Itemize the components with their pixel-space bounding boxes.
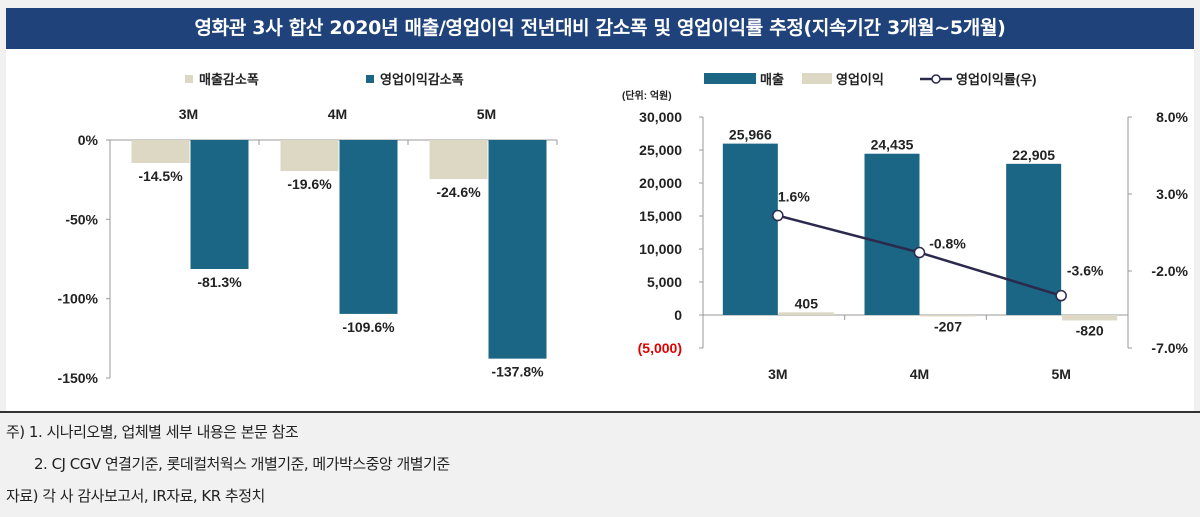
bar-op-decline	[488, 140, 547, 359]
bar-sales-decline	[131, 140, 190, 164]
data-label: 25,966	[729, 127, 772, 143]
data-label: 1.6%	[778, 189, 810, 205]
data-label: 22,905	[1012, 147, 1055, 163]
source-note: 자료) 각 사 감사보고서, IR자료, KR 추정치	[6, 487, 265, 505]
bar-op-income	[778, 312, 834, 315]
chart-title: 영화관 3사 합산 2020년 매출/영업이익 전년대비 감소폭 및 영업이익률…	[6, 8, 1194, 49]
category-label: 4M	[910, 366, 929, 382]
data-label: -19.6%	[287, 176, 332, 192]
divider	[0, 411, 1200, 413]
y-tick-label: 10,000	[639, 241, 682, 257]
legend-label: 영업이익감소폭	[380, 72, 464, 87]
data-label: -24.6%	[436, 184, 481, 200]
legend-label: 영업이익률(우)	[956, 72, 1036, 87]
bar-op-income	[1062, 315, 1118, 321]
y-tick-label: -100%	[58, 291, 99, 307]
data-label: 405	[795, 295, 819, 311]
data-label: -207	[934, 319, 962, 335]
notes: 주) 1. 시나리오별, 업체별 세부 내용은 본문 참조 2. CJ CGV …	[6, 416, 450, 512]
category-label: 3M	[179, 106, 198, 122]
data-label: -820	[1076, 322, 1104, 338]
bar-sales	[722, 143, 778, 315]
legend-swatch-op-income	[802, 73, 832, 84]
y-tick-label: 20,000	[639, 175, 682, 191]
y-tick-label: -50%	[65, 211, 98, 227]
y-tick-label: 25,000	[639, 142, 682, 158]
line-marker	[913, 246, 926, 259]
line-marker	[1055, 289, 1067, 302]
legend-label: 매출감소폭	[199, 72, 259, 87]
y-tick-label: 0%	[78, 132, 99, 148]
y-tick-label: 15,000	[639, 208, 682, 224]
y-tick-label: 5,000	[647, 274, 682, 290]
bar-op-decline	[190, 140, 249, 269]
bar-sales	[1006, 163, 1062, 315]
legend-swatch-sales-decline	[185, 75, 193, 83]
bar-op-decline	[339, 140, 398, 314]
legend-marker-op-margin	[931, 74, 941, 84]
data-label: -3.6%	[1067, 263, 1104, 279]
y2-tick-label: -7.0%	[1151, 340, 1188, 356]
data-label: -137.8%	[491, 364, 544, 380]
bar-op-income	[920, 315, 976, 317]
legend-label: 매출	[760, 72, 784, 87]
legend-swatch-sales	[704, 73, 756, 84]
data-label: -14.5%	[138, 168, 183, 184]
line-marker	[772, 209, 784, 222]
bar-sales-decline	[429, 140, 488, 180]
unit-label: (단위: 억원)	[622, 89, 672, 102]
y2-tick-label: -2.0%	[1151, 263, 1188, 279]
legend-swatch-op-decline	[366, 75, 374, 83]
y-tick-label: -150%	[58, 370, 99, 386]
bar-sales	[864, 153, 920, 315]
data-label: 24,435	[871, 137, 914, 153]
data-label: -0.8%	[929, 236, 966, 252]
legend-label: 영업이익	[836, 72, 884, 87]
category-label: 5M	[477, 106, 496, 122]
note-1: 주) 1. 시나리오별, 업체별 세부 내용은 본문 참조	[6, 423, 299, 441]
bar-sales-decline	[280, 140, 339, 172]
y2-tick-label: 3.0%	[1156, 186, 1188, 202]
y-tick-label: (5,000)	[638, 340, 682, 356]
y-tick-label: 30,000	[639, 109, 682, 125]
y2-tick-label: 8.0%	[1156, 109, 1188, 125]
data-label: -81.3%	[197, 274, 242, 290]
y-tick-label: 0	[674, 307, 682, 323]
category-label: 3M	[768, 366, 787, 382]
note-2: 2. CJ CGV 연결기준, 롯데컬처웍스 개별기준, 메가박스중앙 개별기준	[34, 455, 450, 473]
category-label: 5M	[1051, 366, 1070, 382]
category-label: 4M	[328, 106, 347, 122]
data-label: -109.6%	[342, 319, 395, 335]
